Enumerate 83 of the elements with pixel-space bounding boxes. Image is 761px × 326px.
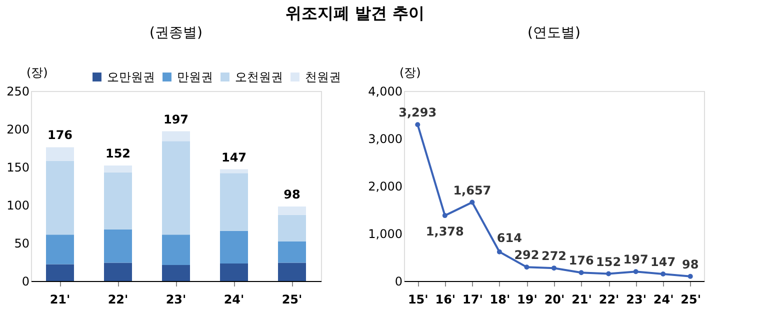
y-tick-label: 0 [22, 274, 30, 288]
point [552, 266, 556, 271]
y-axis-title: (장) [400, 66, 421, 80]
x-tick-label: 25' [282, 292, 302, 306]
data-label: 197 [623, 252, 648, 267]
bar [46, 160, 74, 235]
bar [278, 206, 306, 215]
data-label: 272 [541, 249, 567, 264]
bar [46, 234, 74, 264]
y-tick-label: 1,000 [368, 227, 402, 241]
point [524, 264, 530, 270]
y-tick-label: 250 [6, 84, 30, 98]
point [496, 249, 502, 254]
data-label: 292 [514, 248, 540, 262]
x-tick-label: 23' [166, 292, 186, 306]
bar [104, 165, 132, 172]
data-label: 147 [650, 255, 676, 270]
legend-label: 만원권 [177, 70, 213, 84]
chart-subtitle: (연도별) [528, 25, 580, 41]
point [442, 213, 448, 218]
x-tick-label: 22' [598, 292, 620, 306]
bar [104, 172, 132, 230]
x-tick-label: 23' [626, 292, 647, 306]
x-tick-label: 16' [435, 292, 456, 306]
text: 위조지폐 발견 추이 [285, 4, 425, 22]
bar [162, 265, 190, 281]
bar [46, 264, 74, 281]
point [660, 272, 666, 277]
total-label: 197 [163, 112, 189, 126]
x-tick-label: 18' [490, 292, 510, 306]
data-label: 1,657 [453, 183, 492, 198]
chart-subtitle: (권종별) [150, 25, 202, 41]
y-tick-label: 3,000 [368, 132, 402, 146]
y-tick-label: 4,000 [368, 84, 402, 98]
bar [104, 229, 132, 263]
y-axis-title: (장) [26, 66, 48, 80]
x-tick-label: 24' [224, 292, 244, 306]
point [606, 271, 612, 276]
x-tick-label: 19' [517, 292, 538, 306]
legend-label: 오만원권 [107, 70, 155, 84]
x-tick-label: 22' [108, 292, 128, 306]
data-label: 176 [568, 254, 594, 268]
bar [220, 230, 248, 264]
total-label: 147 [221, 150, 247, 164]
point [578, 270, 584, 276]
y-tick-label: 100 [6, 198, 30, 212]
bar [278, 241, 306, 263]
point [633, 269, 638, 274]
total-label: 98 [284, 188, 300, 202]
point [470, 200, 475, 205]
bar [46, 147, 74, 161]
bar [278, 214, 306, 242]
y-tick-label: 50 [14, 236, 30, 250]
legend-label: 천원권 [305, 70, 341, 84]
y-tick-label: 200 [6, 122, 30, 136]
bar [162, 141, 190, 235]
x-tick-label: 24' [653, 292, 674, 306]
point [415, 122, 420, 128]
bar [220, 169, 248, 174]
data-label: 614 [496, 230, 522, 245]
bar [220, 264, 248, 281]
x-tick-label: 21' [572, 292, 592, 306]
legend-label: 오천원권 [235, 70, 283, 84]
x-tick-label: 21' [50, 292, 70, 306]
x-tick-label: 15' [408, 292, 428, 306]
point [688, 274, 693, 279]
total-label: 152 [105, 146, 131, 160]
x-tick-label: 17' [462, 292, 483, 306]
x-tick-label: 20' [544, 292, 565, 306]
bar [162, 131, 190, 142]
bar [220, 173, 248, 231]
x-tick-label: 25' [680, 292, 702, 306]
y-tick-label: 0 [394, 274, 402, 288]
data-label: 152 [596, 254, 622, 269]
y-tick-label: 2,000 [368, 180, 402, 194]
bar [278, 262, 306, 281]
y-tick-label: 150 [6, 160, 30, 174]
total-label: 176 [47, 128, 73, 142]
data-label: 98 [682, 257, 699, 272]
bar [162, 234, 190, 266]
bar [104, 262, 132, 281]
data-label: 1,378 [426, 224, 464, 239]
data-label: 3,293 [398, 106, 437, 120]
